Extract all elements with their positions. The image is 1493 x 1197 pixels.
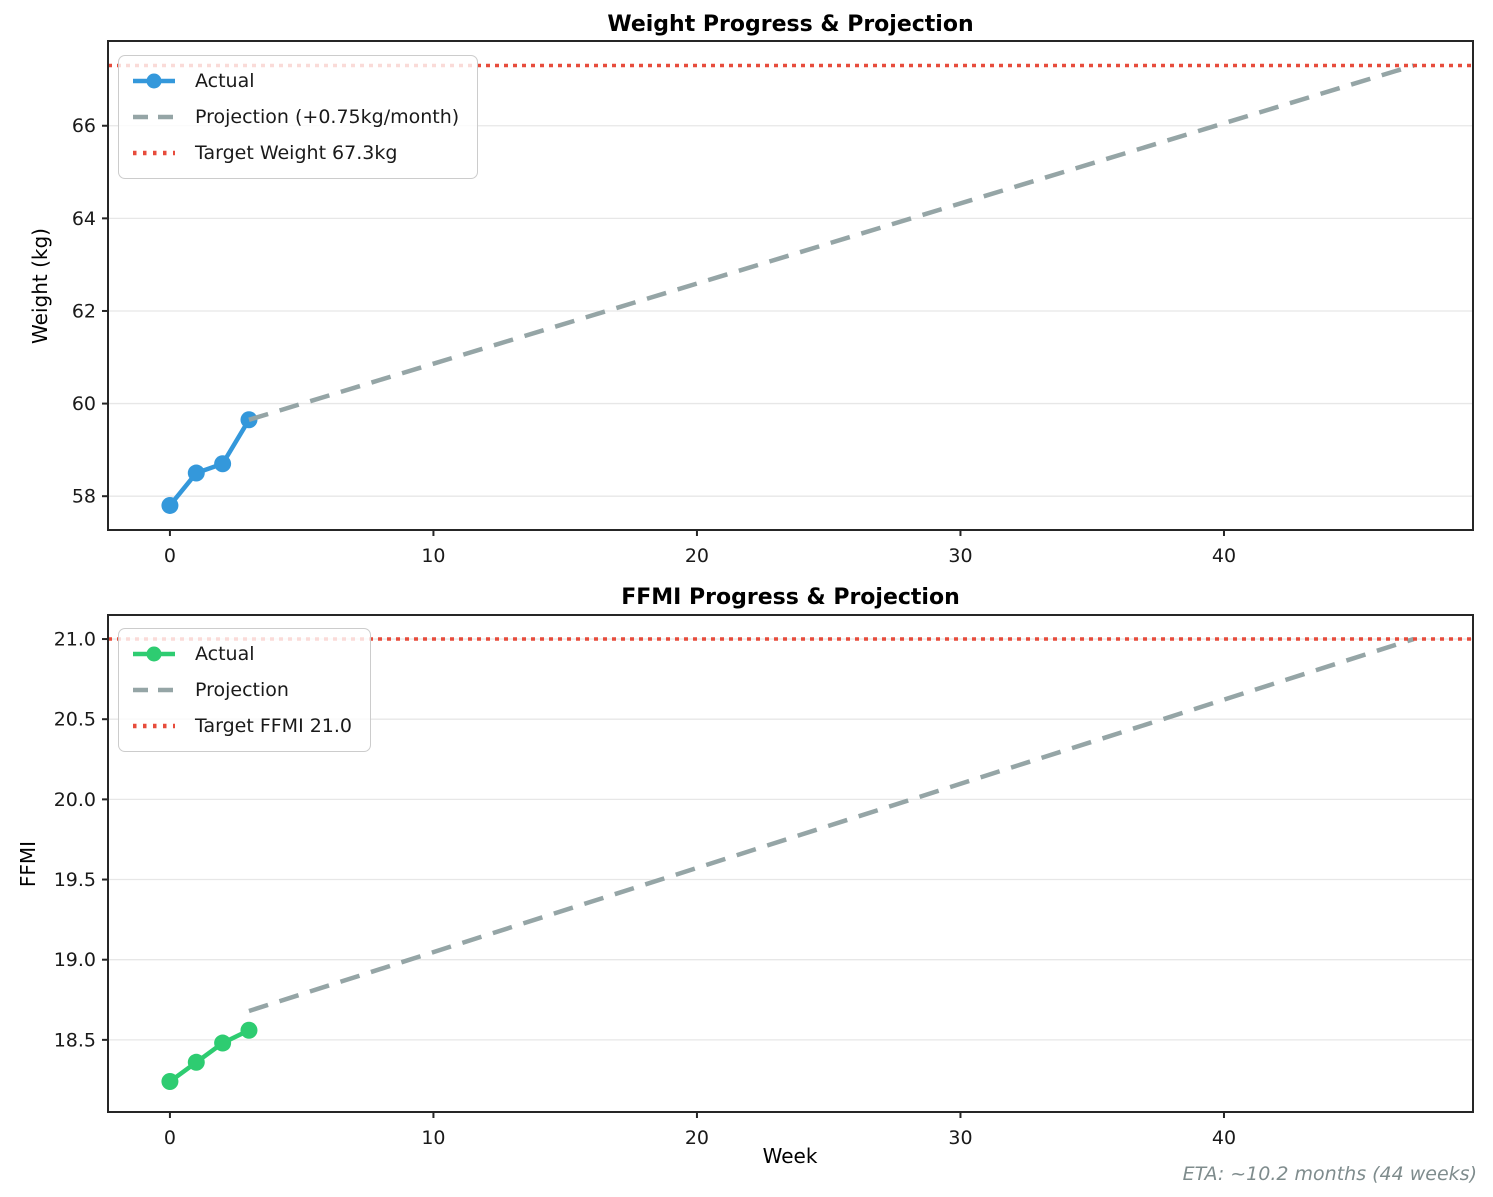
y-tick-label: 64	[72, 208, 96, 230]
x-tick-label: 40	[1212, 1127, 1236, 1149]
x-tick-label: 0	[164, 545, 176, 567]
legend-row-target: Target Weight 67.3kg	[131, 138, 459, 168]
week-x-axis-label: Week	[762, 1144, 818, 1168]
legend-label-target: Target Weight 67.3kg	[195, 142, 398, 164]
legend-row-actual: Actual	[131, 639, 352, 669]
y-tick-label: 19.0	[54, 949, 96, 971]
legend-row-actual: Actual	[131, 66, 459, 96]
y-tick-label: 66	[72, 115, 96, 137]
data-point	[161, 496, 179, 514]
legend-row-projection: Projection (+0.75kg/month)	[131, 102, 459, 132]
y-tick-label: 62	[72, 300, 96, 322]
x-tick-label: 10	[421, 1127, 445, 1149]
actual-line-marker-icon	[133, 646, 175, 662]
y-tick-label: 20.0	[54, 789, 96, 811]
legend-label-projection: Projection	[195, 679, 289, 701]
actual-line-marker-icon	[133, 73, 175, 89]
dotted-line-icon	[133, 723, 175, 729]
legend-label-projection: Projection (+0.75kg/month)	[195, 106, 460, 128]
y-tick-label: 21.0	[54, 629, 96, 651]
legend-row-projection: Projection	[131, 675, 352, 705]
weight-legend: Actual Projection (+0.75kg/month) Target…	[118, 55, 479, 179]
y-tick-label: 18.5	[54, 1029, 96, 1051]
plot-border	[107, 614, 1474, 1113]
projection-line	[248, 636, 1415, 1014]
data-point	[187, 1053, 205, 1071]
x-tick-label: 30	[948, 1127, 972, 1149]
weight-y-axis-label: Weight (kg)	[28, 228, 52, 344]
ffmi-y-axis-label: FFMI	[16, 840, 40, 888]
x-tick-label: 0	[164, 1127, 176, 1149]
weight-chart-title: Weight Progress & Projection	[607, 12, 974, 37]
actual-line	[168, 418, 251, 507]
data-point	[187, 464, 205, 482]
dotted-line-icon	[133, 150, 175, 156]
y-tick-label: 58	[72, 486, 96, 508]
legend-row-target: Target FFMI 21.0	[131, 711, 352, 741]
x-tick-label: 20	[685, 545, 709, 567]
y-tick-label: 19.5	[54, 869, 96, 891]
y-tick-label: 20.5	[54, 709, 96, 731]
data-point	[161, 1073, 179, 1091]
actual-line	[168, 1028, 250, 1084]
data-point	[214, 1034, 232, 1052]
y-tick-label: 60	[72, 393, 96, 415]
dashed-line-icon	[133, 687, 175, 693]
legend-label-target: Target FFMI 21.0	[195, 715, 353, 737]
plot-border	[107, 40, 1474, 531]
legend-label-actual: Actual	[195, 70, 255, 92]
projection-line	[248, 63, 1415, 422]
x-tick-label: 40	[1212, 545, 1236, 567]
x-tick-label: 20	[685, 1127, 709, 1149]
x-tick-label: 30	[948, 545, 972, 567]
eta-annotation: ETA: ~10.2 months (44 weeks)	[1182, 1163, 1477, 1185]
dashed-line-icon	[133, 114, 175, 120]
x-tick-label: 10	[421, 545, 445, 567]
legend-label-actual: Actual	[195, 643, 255, 665]
data-point	[214, 455, 232, 473]
ffmi-legend: Actual Projection Target FFMI 21.0	[118, 628, 372, 752]
ffmi-chart-title: FFMI Progress & Projection	[621, 585, 960, 610]
data-point	[240, 1021, 258, 1039]
